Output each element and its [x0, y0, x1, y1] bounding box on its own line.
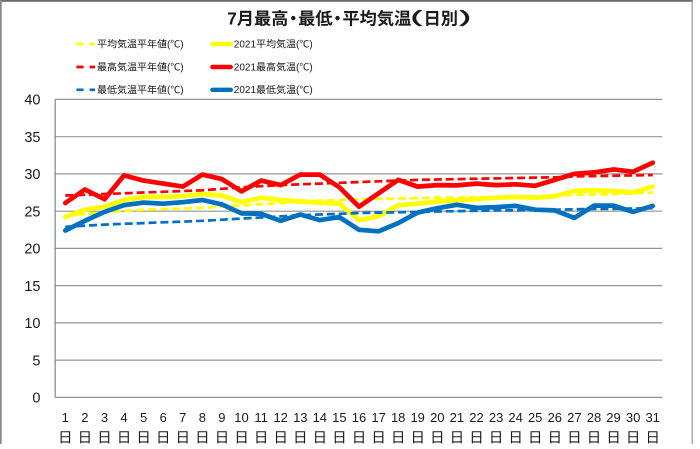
- svg-text:0: 0: [32, 391, 40, 407]
- svg-text:40: 40: [24, 93, 40, 109]
- svg-text:3: 3: [101, 410, 108, 425]
- svg-text:5: 5: [140, 410, 147, 425]
- svg-text:13: 13: [293, 410, 307, 425]
- svg-text:21: 21: [450, 410, 464, 425]
- svg-text:15: 15: [332, 410, 346, 425]
- svg-text:25: 25: [528, 410, 542, 425]
- svg-text:7: 7: [227, 9, 237, 29]
- svg-text:22: 22: [469, 410, 483, 425]
- svg-text:28: 28: [587, 410, 601, 425]
- svg-text:(: (: [167, 85, 171, 96]
- svg-text:9: 9: [218, 410, 225, 425]
- svg-text:14: 14: [313, 410, 327, 425]
- svg-text:1: 1: [62, 410, 69, 425]
- svg-text:7: 7: [179, 410, 186, 425]
- svg-text:20: 20: [24, 242, 40, 258]
- svg-text:29: 29: [606, 410, 620, 425]
- svg-text:): ): [180, 62, 183, 73]
- svg-text:8: 8: [199, 410, 206, 425]
- svg-text:19: 19: [410, 410, 424, 425]
- svg-text:25: 25: [24, 204, 40, 220]
- svg-text:10: 10: [234, 410, 248, 425]
- svg-text:): ): [180, 85, 183, 96]
- svg-text:30: 30: [24, 167, 40, 183]
- svg-text:31: 31: [645, 410, 659, 425]
- svg-text:5: 5: [32, 353, 40, 369]
- svg-text:2: 2: [81, 410, 88, 425]
- svg-text:26: 26: [548, 410, 562, 425]
- svg-text:15: 15: [24, 279, 40, 295]
- svg-text:24: 24: [508, 410, 522, 425]
- svg-text:(: (: [167, 62, 171, 73]
- svg-text:2021: 2021: [234, 85, 257, 96]
- svg-text:): ): [309, 62, 312, 73]
- svg-text:11: 11: [254, 410, 268, 425]
- svg-text:2021: 2021: [234, 62, 257, 73]
- svg-text:18: 18: [391, 410, 405, 425]
- svg-text:): ): [309, 39, 312, 50]
- svg-text:20: 20: [430, 410, 444, 425]
- svg-text:(: (: [296, 85, 300, 96]
- svg-text:35: 35: [24, 130, 40, 146]
- svg-text:4: 4: [120, 410, 127, 425]
- svg-text:12: 12: [273, 410, 287, 425]
- svg-text:2021: 2021: [234, 39, 257, 50]
- svg-text:30: 30: [626, 410, 640, 425]
- svg-text:(: (: [296, 62, 300, 73]
- svg-text:16: 16: [352, 410, 366, 425]
- svg-text:): ): [309, 85, 312, 96]
- svg-text:(: (: [296, 39, 300, 50]
- svg-text:23: 23: [489, 410, 503, 425]
- svg-text:6: 6: [160, 410, 167, 425]
- svg-text:10: 10: [24, 316, 40, 332]
- svg-text:): ): [180, 39, 183, 50]
- svg-text:(: (: [167, 39, 171, 50]
- svg-text:17: 17: [371, 410, 385, 425]
- svg-text:27: 27: [567, 410, 581, 425]
